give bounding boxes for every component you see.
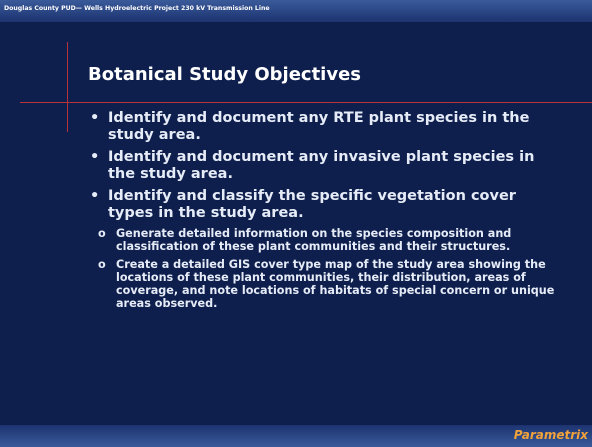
accent-line — [67, 42, 68, 132]
bullet-item: Identify and classify the specific veget… — [90, 188, 560, 222]
bullet-item: Identify and document any RTE plant spec… — [90, 110, 560, 144]
accent-line — [20, 102, 592, 103]
sub-bullet-item: Create a detailed GIS cover type map of … — [98, 258, 560, 310]
slide-title: Botanical Study Objectives — [88, 64, 362, 85]
logo: Parametrix — [513, 428, 588, 442]
header-text: Douglas County PUD— Wells Hydroelectric … — [4, 5, 270, 12]
footer-bar — [0, 425, 592, 447]
bullet-list: Identify and document any RTE plant spec… — [90, 110, 560, 313]
sub-bullet-item: Generate detailed information on the spe… — [98, 227, 560, 253]
header-bar — [0, 0, 592, 22]
bullet-item: Identify and document any invasive plant… — [90, 149, 560, 183]
